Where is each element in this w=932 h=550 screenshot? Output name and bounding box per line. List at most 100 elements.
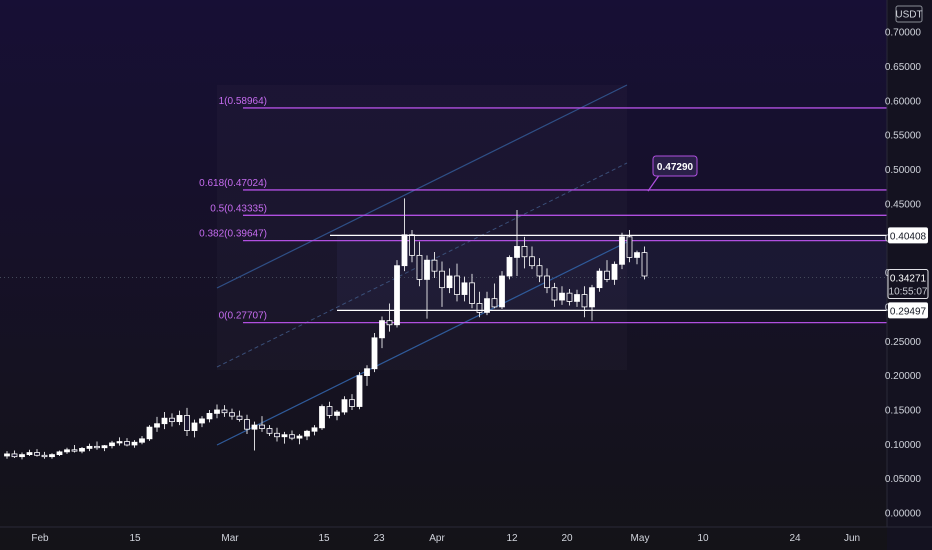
candle[interactable] — [11, 450, 18, 459]
candle[interactable] — [26, 449, 33, 456]
candle[interactable] — [289, 430, 295, 441]
candle[interactable] — [506, 255, 513, 280]
candle[interactable] — [484, 291, 490, 316]
candle[interactable] — [514, 210, 520, 276]
candle[interactable] — [356, 372, 363, 410]
candle[interactable] — [334, 409, 340, 421]
candle[interactable] — [311, 425, 318, 436]
candle[interactable] — [424, 255, 430, 319]
candle[interactable] — [439, 261, 445, 307]
candle[interactable] — [641, 246, 648, 280]
candle[interactable] — [244, 414, 250, 434]
candle[interactable] — [476, 291, 483, 318]
candle-body — [154, 423, 160, 428]
candle[interactable] — [176, 410, 183, 426]
candle[interactable] — [64, 447, 70, 454]
candle[interactable] — [326, 401, 333, 419]
candle[interactable] — [41, 451, 48, 459]
candle[interactable] — [19, 452, 25, 460]
candle[interactable] — [551, 282, 558, 307]
candle[interactable] — [71, 444, 78, 453]
x-tick-label: 10 — [697, 533, 709, 544]
candle[interactable] — [281, 431, 288, 444]
candle[interactable] — [341, 396, 348, 415]
candle[interactable] — [94, 441, 100, 450]
candle[interactable] — [109, 440, 115, 449]
candle[interactable] — [536, 258, 543, 283]
candle[interactable] — [206, 409, 213, 423]
channel-upper-line[interactable] — [216, 84, 628, 289]
candle[interactable] — [191, 419, 198, 438]
candle[interactable] — [446, 268, 453, 294]
candle[interactable] — [154, 416, 160, 432]
candle[interactable] — [581, 286, 588, 318]
candle[interactable] — [364, 365, 370, 386]
candle[interactable] — [619, 232, 625, 270]
candle[interactable] — [221, 405, 228, 417]
candle[interactable] — [131, 440, 138, 448]
candle[interactable] — [416, 241, 423, 287]
candle[interactable] — [401, 198, 408, 272]
candle[interactable] — [566, 289, 573, 306]
candle[interactable] — [229, 408, 235, 420]
candle[interactable] — [461, 276, 468, 302]
candle[interactable] — [236, 410, 243, 422]
candle-body — [574, 294, 580, 302]
candle[interactable] — [634, 250, 640, 265]
candle[interactable] — [274, 427, 280, 442]
candle[interactable] — [86, 443, 93, 452]
channel-lower-line[interactable] — [216, 241, 628, 446]
candle[interactable] — [319, 404, 325, 430]
candle[interactable] — [259, 416, 265, 432]
candle[interactable] — [296, 433, 303, 445]
candle[interactable] — [499, 271, 505, 309]
candle[interactable] — [34, 449, 40, 457]
candle[interactable] — [79, 447, 85, 454]
candle[interactable] — [559, 286, 565, 305]
candle[interactable] — [146, 425, 153, 441]
candle[interactable] — [4, 451, 10, 459]
candle[interactable] — [596, 268, 603, 292]
candle[interactable] — [214, 404, 220, 419]
price-tag-1[interactable]: 0.34271 10:55:07 — [887, 269, 929, 300]
candle[interactable] — [454, 263, 460, 302]
candle[interactable] — [394, 260, 400, 328]
candle[interactable] — [491, 283, 498, 309]
candle[interactable] — [169, 413, 175, 427]
candle[interactable] — [469, 273, 475, 309]
candle[interactable] — [589, 284, 595, 321]
candle[interactable] — [304, 429, 310, 441]
candle[interactable] — [161, 412, 168, 430]
candle[interactable] — [116, 437, 123, 446]
candle[interactable] — [184, 407, 190, 437]
candle-body — [289, 434, 295, 439]
candle[interactable] — [56, 450, 63, 456]
candle-body — [514, 246, 520, 258]
candle[interactable] — [529, 246, 535, 270]
candle[interactable] — [521, 236, 528, 269]
candle[interactable] — [611, 261, 618, 285]
candle[interactable] — [431, 251, 438, 279]
callout-box[interactable] — [652, 155, 698, 177]
candle[interactable] — [199, 416, 205, 428]
candle-body — [19, 454, 25, 458]
candle[interactable] — [371, 333, 378, 373]
candle[interactable] — [49, 453, 55, 459]
candle[interactable] — [349, 394, 355, 410]
currency-badge[interactable]: USDT — [895, 5, 923, 23]
candle-body — [589, 287, 595, 308]
candle-body — [364, 368, 370, 377]
candle[interactable] — [101, 444, 108, 452]
candle[interactable] — [139, 436, 145, 445]
price-tag-2[interactable]: 0.29497 — [888, 302, 928, 319]
candle[interactable] — [604, 260, 610, 283]
candle[interactable] — [124, 438, 130, 447]
candle[interactable] — [544, 268, 550, 294]
candle[interactable] — [379, 316, 385, 349]
candle[interactable] — [251, 421, 258, 451]
candle[interactable] — [574, 289, 580, 307]
price-tag-0[interactable]: 0.40408 — [888, 227, 928, 244]
candle[interactable] — [386, 303, 393, 332]
candle[interactable] — [266, 425, 273, 437]
